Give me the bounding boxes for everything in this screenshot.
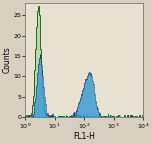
Y-axis label: Counts: Counts	[3, 47, 12, 73]
X-axis label: FL1-H: FL1-H	[73, 132, 95, 141]
